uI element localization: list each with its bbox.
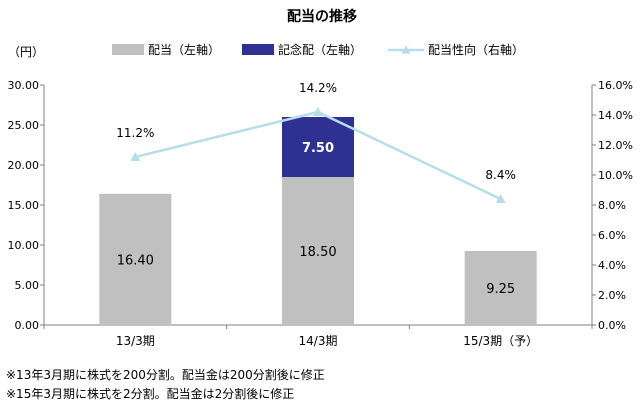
dividend-bar-label: 9.25	[486, 282, 515, 297]
payout-ratio-label: 11.2%	[116, 126, 154, 140]
payout-ratio-point	[313, 107, 323, 116]
dividend-bar-label: 16.40	[117, 253, 154, 268]
payout-ratio-label: 8.4%	[485, 168, 516, 182]
x-tick-label: 14/3期	[299, 334, 338, 348]
x-tick-label: 15/3期（予）	[463, 334, 538, 348]
y-left-tick-label: 10.00	[8, 239, 40, 252]
legend: 配当（左軸） 記念配（左軸） 配当性向（右軸）	[112, 42, 524, 57]
payout-ratio-line: 11.2% 14.2% 8.4%	[116, 81, 516, 203]
y-right-tick-label: 6.0%	[598, 229, 626, 242]
y-right-tick-label: 12.0%	[598, 139, 633, 152]
y-right-tick-label: 10.0%	[598, 169, 633, 182]
commemorative-bar	[282, 117, 354, 177]
y-left-tick-label: 20.00	[8, 159, 40, 172]
bars: 16.40 18.50 7.50 9.25	[99, 117, 537, 325]
footnotes: ※13年3月期に株式を200分割。配当金は200分割後に修正 ※15年3月期に株…	[6, 366, 325, 404]
y-right-tick-label: 2.0%	[598, 289, 626, 302]
y-left-tick-label: 25.00	[8, 119, 40, 132]
footnote: ※15年3月期に株式を2分割。配当金は2分割後に修正	[6, 387, 295, 401]
payout-ratio-label: 14.2%	[299, 81, 337, 95]
legend-swatch	[112, 44, 144, 55]
y-left-tick-label: 0.00	[15, 319, 40, 332]
y-right-tick-label: 4.0%	[598, 259, 626, 272]
y-left-tick-label: 5.00	[15, 279, 40, 292]
legend-label: 配当性向（右軸）	[428, 42, 524, 57]
footnote: ※13年3月期に株式を200分割。配当金は200分割後に修正	[6, 368, 325, 382]
legend-marker	[401, 45, 411, 54]
dividend-bar	[464, 251, 537, 325]
axes: 0.00 5.00 10.00 15.00 20.00 25.00 30.00 0.0% 2.0…	[8, 79, 633, 348]
y-left-tick-label: 15.00	[8, 199, 40, 212]
dividend-bar	[99, 193, 172, 325]
payout-ratio-point	[495, 194, 506, 203]
legend-swatch	[242, 44, 274, 55]
y-right-tick-label: 14.0%	[598, 109, 633, 122]
y-left-tick-label: 30.00	[8, 79, 40, 92]
y-right-tick-label: 16.0%	[598, 79, 633, 92]
payout-ratio-point	[130, 152, 141, 161]
commemorative-bar-label: 7.50	[302, 141, 334, 156]
legend-label: 記念配（左軸）	[278, 42, 362, 57]
y-axis-unit-label: （円）	[8, 45, 44, 59]
y-right-tick-label: 8.0%	[598, 199, 626, 212]
legend-label: 配当（左軸）	[148, 42, 220, 57]
y-right-tick-label: 0.0%	[598, 319, 626, 332]
dividend-bar	[282, 177, 354, 325]
dividend-bar-label: 18.50	[299, 245, 336, 260]
x-tick-label: 13/3期	[116, 334, 155, 348]
chart-title: 配当の推移	[287, 8, 357, 25]
